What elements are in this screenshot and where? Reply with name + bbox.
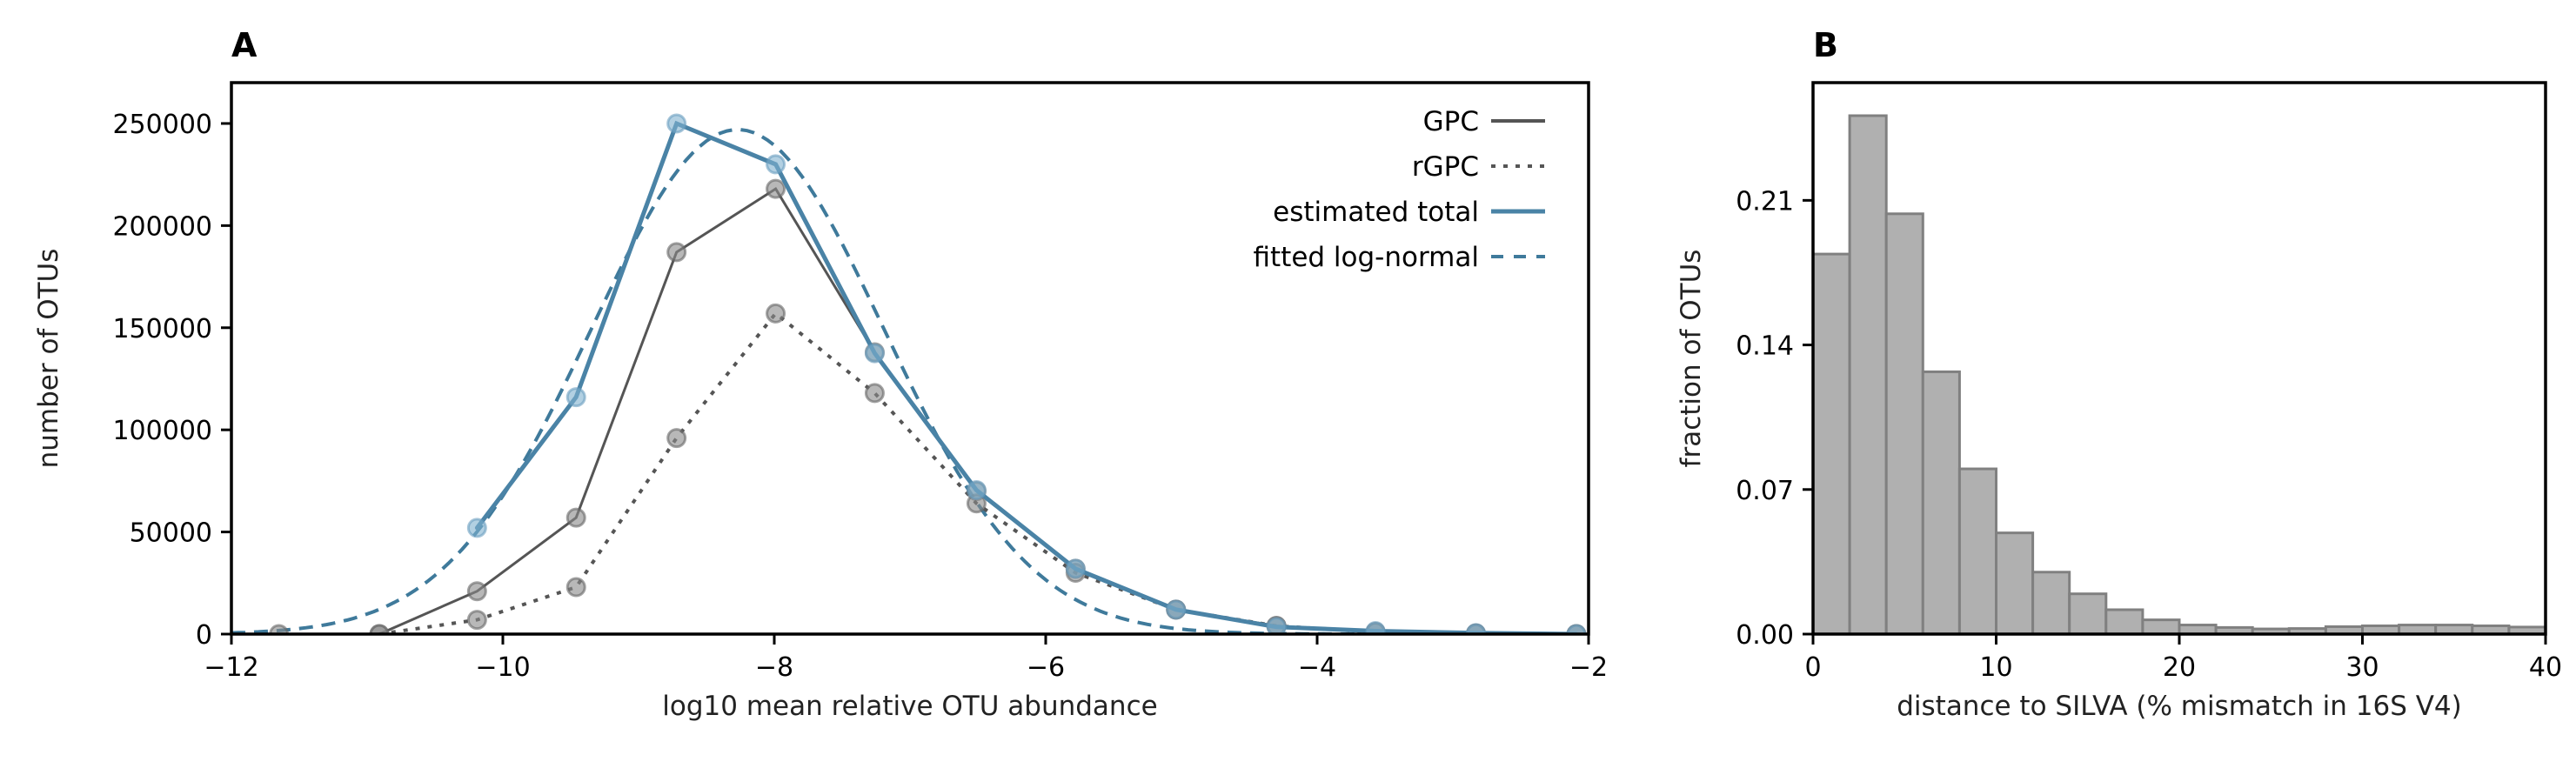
- x-tick-label: 0: [1804, 652, 1821, 683]
- histogram-bar: [1811, 252, 1851, 636]
- x-tick-label: 40: [2529, 652, 2562, 683]
- series-line-estimated-total: [474, 120, 1579, 634]
- y-tick-label: 50000: [130, 518, 212, 549]
- data-point-rgpc: [666, 428, 687, 449]
- data-point-estimated-total: [1365, 620, 1386, 634]
- legend-label: GPC: [1423, 106, 1479, 137]
- y-tick-label: 150000: [112, 314, 212, 344]
- data-point-estimated-total: [1566, 624, 1587, 634]
- data-point-estimated-total: [864, 343, 885, 364]
- legend-label: rGPC: [1412, 151, 1479, 183]
- y-tick-label: 200000: [112, 211, 212, 242]
- y-tick-label: 100000: [112, 416, 212, 446]
- data-point-estimated-total: [766, 154, 786, 175]
- x-axis-label: distance to SILVA (% mismatch in 16S V4): [1897, 691, 2462, 722]
- data-point-estimated-total: [666, 113, 687, 134]
- histogram-bar: [2068, 592, 2108, 636]
- histogram-bar: [1957, 467, 1997, 636]
- x-tick-label: 20: [2163, 652, 2196, 683]
- histogram-bar: [1848, 114, 1888, 636]
- data-point-estimated-total: [1266, 617, 1287, 634]
- data-point-rgpc: [864, 383, 885, 404]
- data-point-gpc: [766, 178, 786, 199]
- x-tick-label: −12: [204, 652, 258, 683]
- x-tick-label: −6: [1027, 652, 1065, 683]
- data-point-rgpc: [369, 624, 390, 634]
- histogram-bar: [2104, 608, 2144, 636]
- data-point-estimated-total: [565, 387, 586, 408]
- panel-b: 0 10 20 30 40 0.00 0.07 0.14 0.21 distance to SIL…: [1676, 26, 2562, 722]
- histogram-bar: [1995, 531, 2035, 636]
- panel-letter: B: [1813, 26, 1838, 64]
- data-point-estimated-total: [1065, 558, 1086, 579]
- axes-frame: [230, 81, 1590, 636]
- x-tick-label: −2: [1569, 652, 1608, 683]
- data-point-rgpc: [565, 577, 586, 598]
- histogram-bar: [2031, 571, 2071, 636]
- data-point-rgpc: [466, 610, 487, 631]
- legend-label: fitted log-normal: [1253, 242, 1479, 273]
- y-tick-label: 250000: [112, 110, 212, 140]
- y-tick-label: 0.14: [1736, 331, 1794, 362]
- x-tick-label: −10: [475, 652, 530, 683]
- x-tick-label: 10: [1979, 652, 2012, 683]
- x-axis-label: log10 mean relative OTU abundance: [662, 691, 1157, 722]
- plot-area: [231, 113, 1589, 634]
- panel-a: −12 −10 −8 −6 −4 −2 0 50000 100000 150000 200000 25…: [33, 26, 1608, 722]
- data-point-gpc: [269, 624, 290, 634]
- histogram-bar: [1884, 212, 1924, 636]
- series-line-rgpc: [378, 311, 1577, 634]
- data-point-estimated-total: [466, 518, 487, 538]
- data-point-estimated-total: [1166, 599, 1187, 620]
- y-axis-label: fraction of OTUs: [1676, 250, 1707, 468]
- y-tick-label: 0.07: [1736, 476, 1794, 506]
- x-tick-label: −8: [755, 652, 793, 683]
- histogram-bar: [2141, 618, 2181, 636]
- histogram-bar: [1921, 370, 1961, 636]
- y-tick-label: 0.21: [1736, 186, 1794, 217]
- data-point-rgpc: [766, 303, 786, 324]
- data-point-gpc: [666, 242, 687, 263]
- data-point-gpc: [565, 507, 586, 528]
- x-tick-label: 30: [2345, 652, 2379, 683]
- axes-frame: [1811, 81, 2547, 636]
- legend-label: estimated total: [1273, 197, 1479, 228]
- panel-letter: A: [231, 26, 258, 64]
- data-point-estimated-total: [966, 479, 987, 500]
- y-tick-label: 0.00: [1736, 620, 1794, 651]
- x-tick-label: −4: [1298, 652, 1336, 683]
- y-axis-label: number of OTUs: [33, 249, 64, 469]
- data-point-gpc: [466, 581, 487, 602]
- legend: GPC rGPC estimated total fitted log-normal: [1253, 106, 1545, 273]
- y-tick-label: 0: [196, 620, 212, 651]
